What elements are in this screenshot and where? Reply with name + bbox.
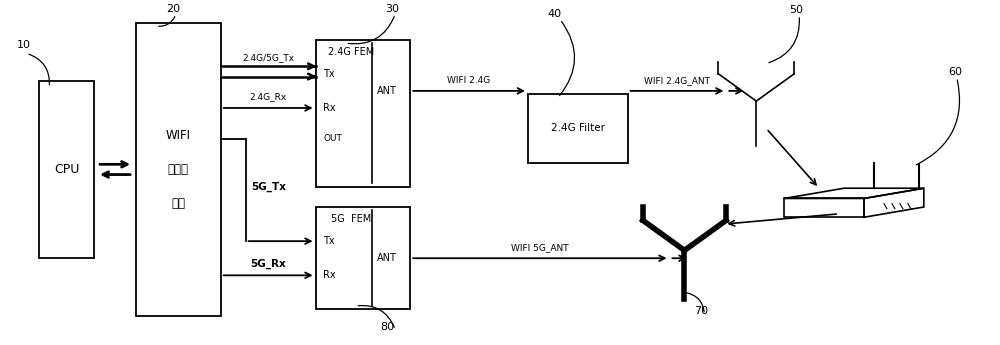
Text: 5G  FEM: 5G FEM [331,214,372,224]
Bar [316,40,410,187]
Text: 5G_Rx: 5G_Rx [250,259,286,269]
Text: WIFI: WIFI [166,129,191,142]
Text: CPU: CPU [54,163,79,176]
Text: 50: 50 [789,5,803,15]
Text: ANT: ANT [377,86,397,96]
Text: 70: 70 [694,306,709,316]
Text: 5G_Tx: 5G_Tx [251,181,286,191]
Text: 2.4G Filter: 2.4G Filter [551,124,605,134]
Text: Rx: Rx [323,270,336,280]
Text: 芯片: 芯片 [171,197,185,210]
Text: 60: 60 [949,67,963,77]
Text: 2.4G FEM: 2.4G FEM [328,47,375,57]
Text: 收发机: 收发机 [168,163,189,176]
Text: 2.4G/5G_Tx: 2.4G/5G_Tx [242,53,294,62]
Text: WIFI 2.4G: WIFI 2.4G [447,76,491,85]
Bar [316,207,410,309]
Text: 10: 10 [16,40,30,50]
Text: WIFI 2.4G_ANT: WIFI 2.4G_ANT [644,76,710,85]
Text: 30: 30 [385,4,399,14]
Text: WIFI 5G_ANT: WIFI 5G_ANT [511,243,569,252]
Text: ANT: ANT [377,253,397,263]
Text: 20: 20 [166,4,180,14]
Text: Rx: Rx [323,103,336,113]
Text: 80: 80 [380,322,394,332]
Bar [136,22,221,316]
Text: 2.4G_Rx: 2.4G_Rx [250,92,287,101]
Text: Tx: Tx [323,236,335,246]
Text: 40: 40 [548,9,562,19]
Bar [528,94,628,162]
Text: OUT: OUT [323,134,342,143]
Text: Tx: Tx [323,69,335,79]
Bar [39,81,94,258]
